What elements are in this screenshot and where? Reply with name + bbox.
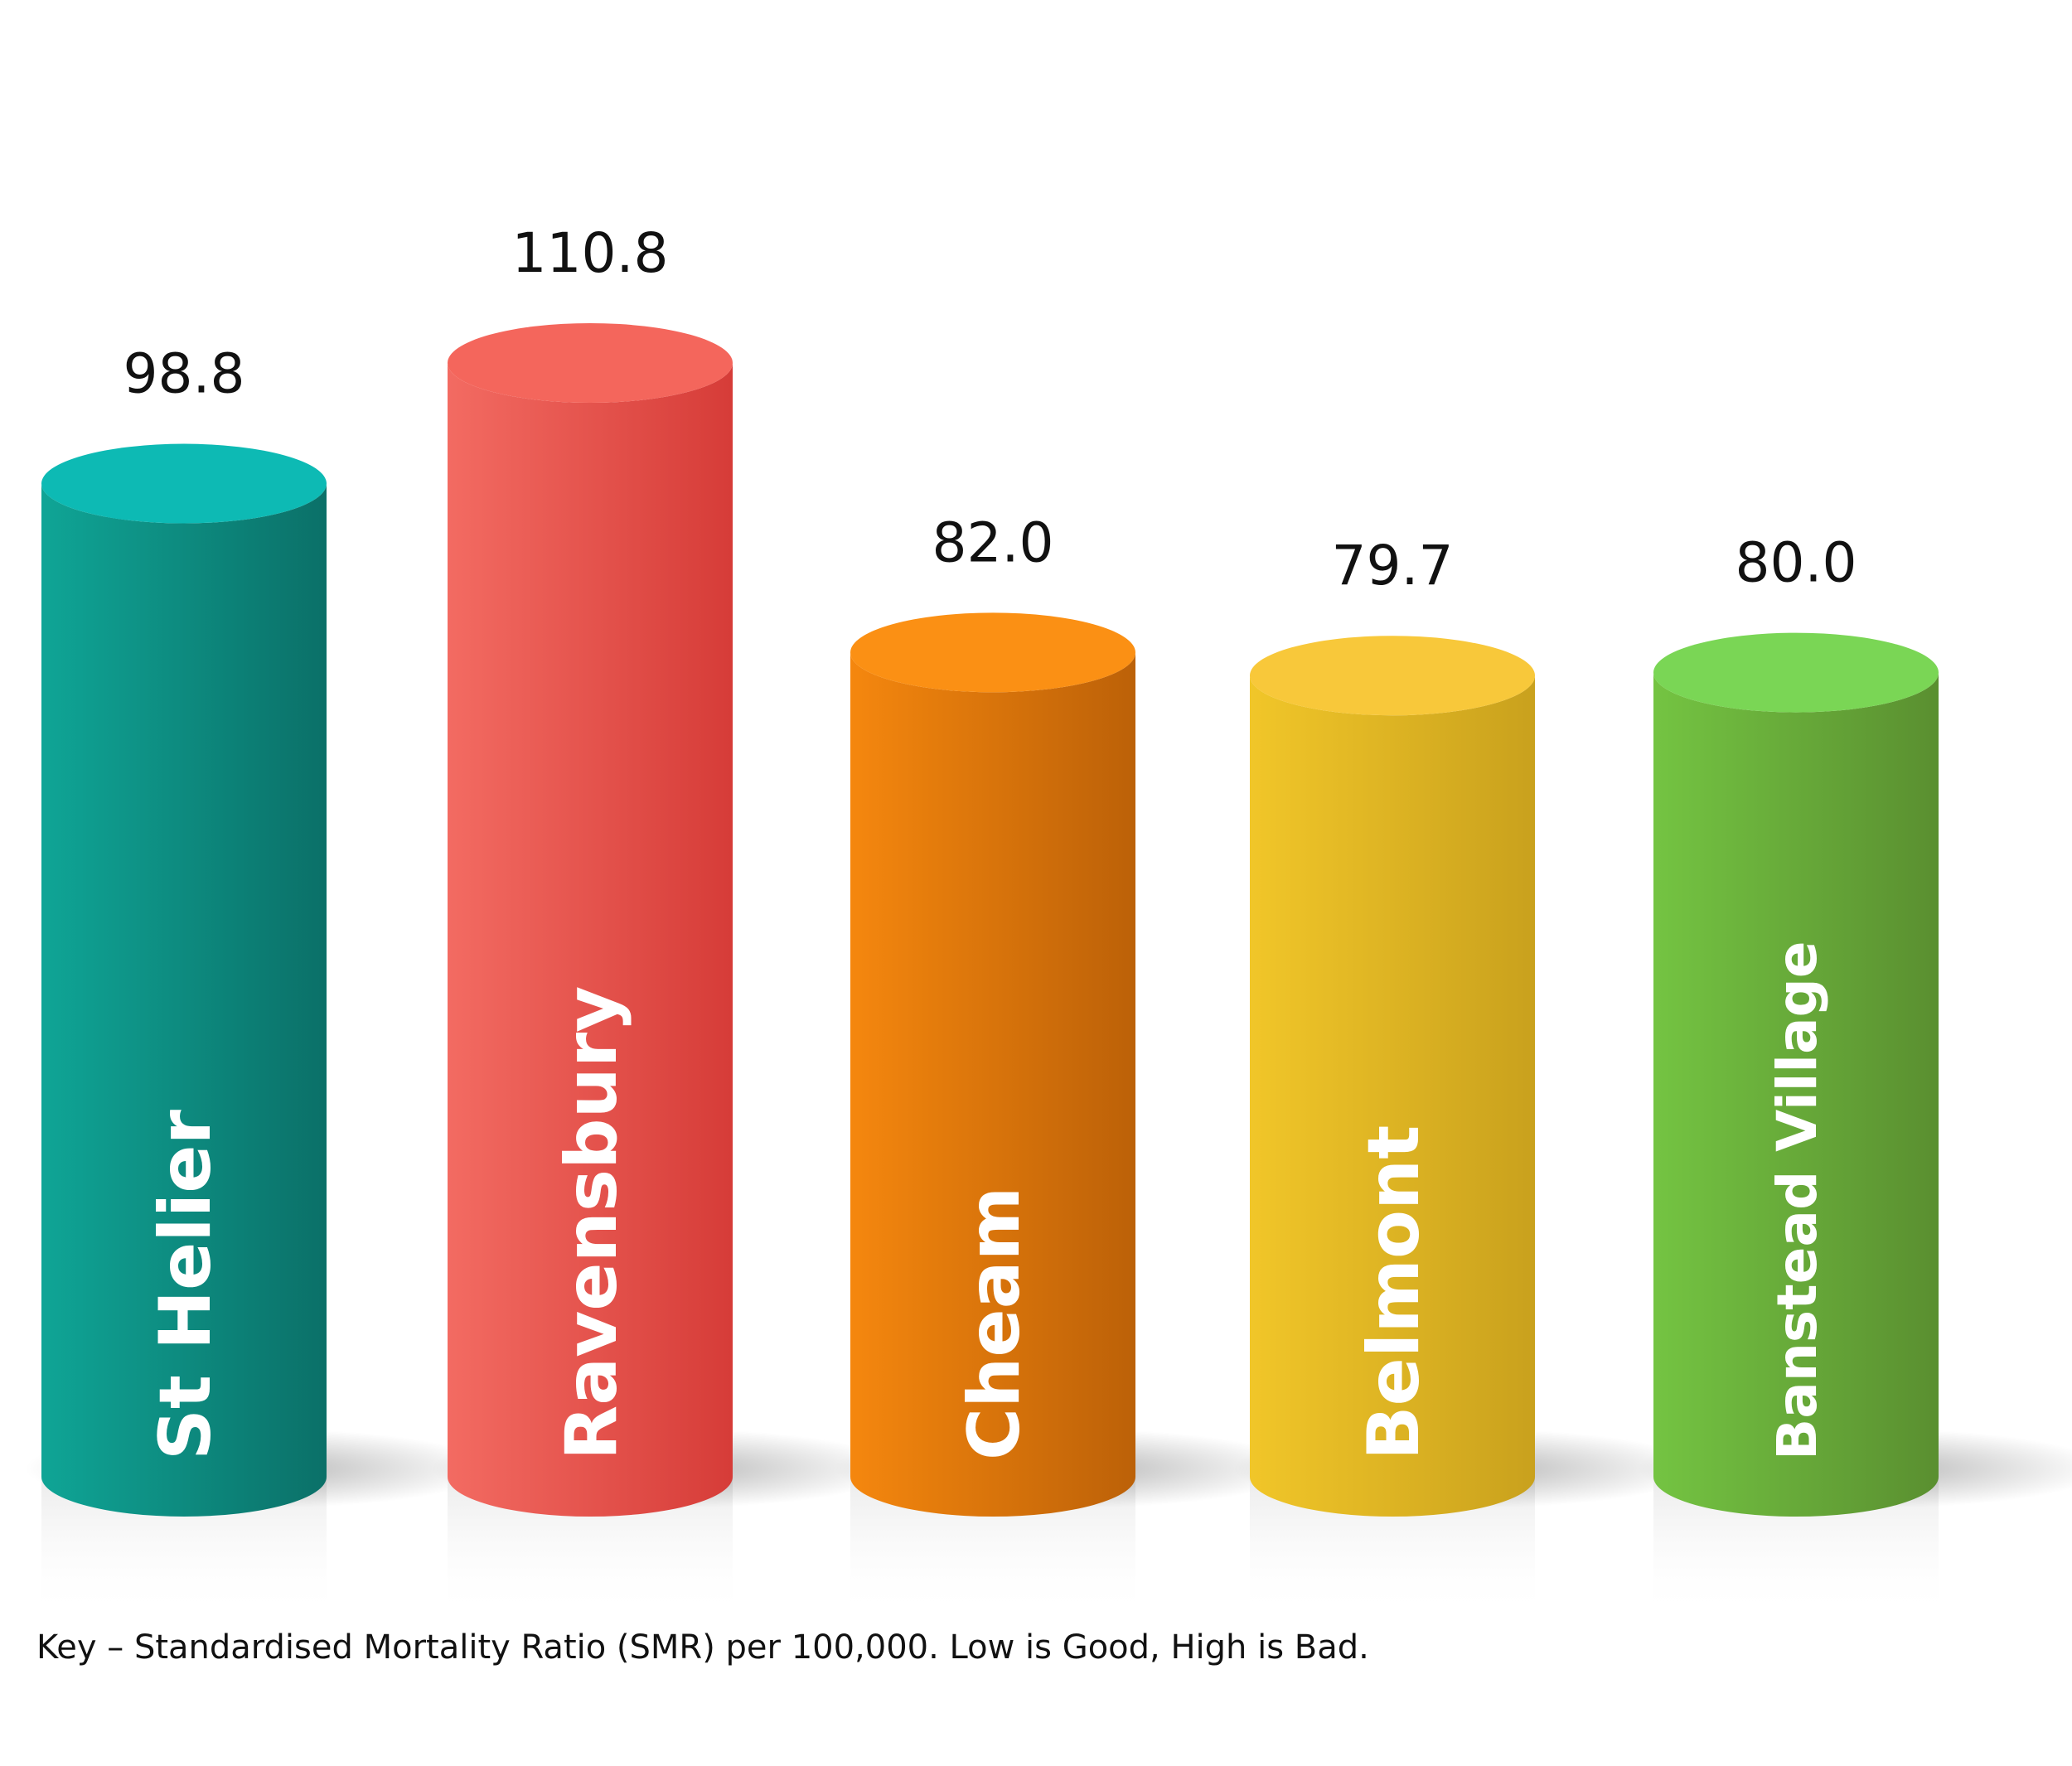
- bar-body: [41, 483, 327, 1517]
- bar-banstead-village: 80.0 Banstead Village: [1653, 531, 1939, 1517]
- bar-ravensbury: 110.8 Ravensbury: [448, 221, 733, 1517]
- value-label: 80.0: [1736, 531, 1857, 595]
- category-label: Belmont: [1353, 1125, 1435, 1460]
- value-label: 98.8: [123, 342, 245, 406]
- bar-body: [850, 652, 1135, 1517]
- bar-top: [41, 443, 327, 524]
- category-label: Ravensbury: [550, 986, 633, 1460]
- bar-top: [1653, 632, 1939, 713]
- bars: 98.8 St Helier 110.8 Ravensbury 82.0 Cheam 79.…: [41, 221, 1939, 1517]
- value-label: 82.0: [932, 510, 1054, 574]
- category-label: St Helier: [144, 1109, 227, 1460]
- bar-top: [1250, 636, 1535, 716]
- bar-cheam: 82.0 Cheam: [850, 510, 1135, 1517]
- bar-body: [1653, 672, 1939, 1517]
- key-note: Key – Standardised Mortality Ratio (SMR)…: [36, 1628, 1369, 1667]
- value-label: 110.8: [512, 221, 669, 285]
- value-label: 79.7: [1332, 534, 1454, 598]
- bar-belmont: 79.7 Belmont: [1250, 534, 1535, 1517]
- bar-top: [850, 612, 1135, 693]
- bar-body: [1250, 675, 1535, 1517]
- bar-top: [448, 322, 733, 403]
- category-label: Banstead Village: [1765, 941, 1829, 1460]
- bar-st-helier: 98.8 St Helier: [41, 342, 327, 1517]
- bar-body: [448, 362, 733, 1517]
- category-label: Cheam: [953, 1187, 1036, 1460]
